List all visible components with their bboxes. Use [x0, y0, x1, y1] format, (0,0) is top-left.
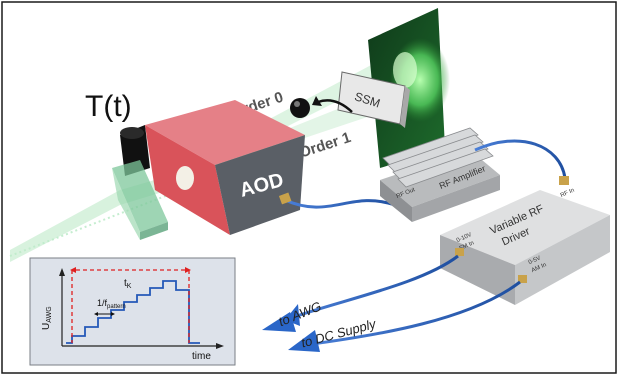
ssm-mirror: SSM — [337, 71, 410, 128]
x-axis-label: time — [192, 351, 211, 362]
y-axis-label: UAWG — [41, 306, 53, 330]
cable-aod-amp — [284, 198, 396, 209]
awg-inset: tK 1/fpattern UAWG time — [29, 257, 236, 366]
order1-arrow — [317, 99, 353, 113]
order0-block — [290, 98, 310, 118]
cable-amp-driver — [474, 139, 567, 179]
to-dc-label: to DC Supply — [299, 316, 378, 351]
polarizer — [112, 125, 168, 240]
rf-amplifier: RF Amplifier RF Out — [380, 127, 500, 222]
port-left-line1: 0-10V — [456, 232, 473, 244]
tt-label: T(t) — [85, 90, 132, 123]
arrow-to-dc — [288, 330, 320, 352]
variable-rf-driver: Variable RF Driver RF In 0-10V FM In 0-5… — [440, 188, 610, 305]
staircase-trace — [66, 280, 200, 344]
port-right-line2: AM In — [531, 262, 548, 274]
cable-to-dc — [304, 280, 521, 347]
aod-box: AOD — [145, 100, 305, 235]
period-label: tK — [124, 278, 132, 290]
rf-in-label: RF In — [560, 188, 576, 199]
port-right-line1: 0-5V — [528, 255, 542, 266]
port-left-line2: FM In — [459, 240, 475, 252]
pattern-label: 1/fpattern — [97, 298, 126, 310]
cable-to-awg — [284, 254, 459, 322]
